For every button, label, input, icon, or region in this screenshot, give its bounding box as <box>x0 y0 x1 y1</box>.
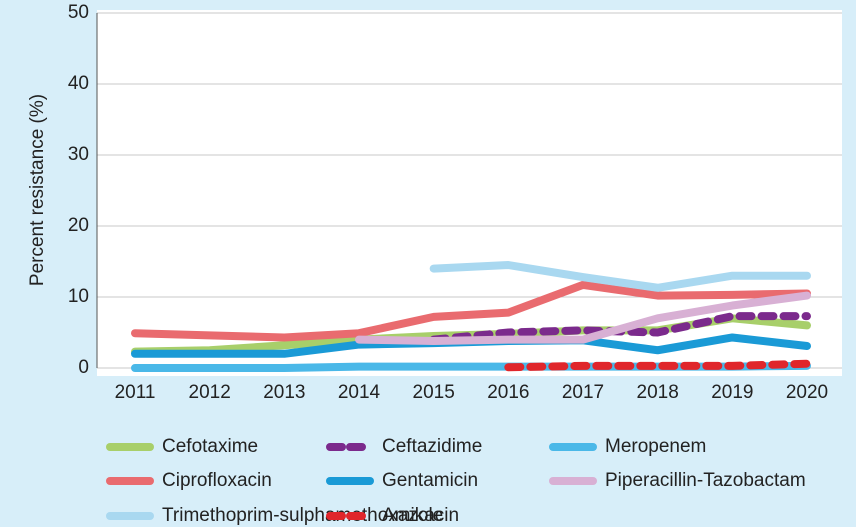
y-tick-label: 10 <box>68 286 89 307</box>
legend-label: Ceftazidime <box>382 436 482 457</box>
y-tick-label: 20 <box>68 215 89 236</box>
x-tick-label: 2017 <box>562 382 604 403</box>
y-axis-label: Percent resistance (%) <box>27 94 48 286</box>
x-tick-label: 2014 <box>338 382 381 403</box>
y-tick-label: 30 <box>68 144 89 165</box>
x-tick-label: 2013 <box>263 382 305 403</box>
series-line <box>131 280 811 342</box>
series-line <box>355 291 811 346</box>
x-tick-label: 2018 <box>637 382 679 403</box>
x-tick-label: 2020 <box>786 382 828 403</box>
legend-label: Piperacillin-Tazobactam <box>605 470 806 491</box>
x-tick-label: 2019 <box>711 382 753 403</box>
y-tick-label: 40 <box>68 73 89 94</box>
legend-label: Ciprofloxacin <box>162 470 272 491</box>
y-tick-label: 0 <box>78 357 89 378</box>
x-tick-label: 2015 <box>413 382 455 403</box>
legend-label: Trimethoprim-sulphamethoxazole <box>162 505 443 526</box>
x-tick-label: 2011 <box>115 382 156 403</box>
legend-label: Gentamicin <box>382 470 478 491</box>
series-line <box>504 359 811 372</box>
legend-label: Amikacin <box>382 505 459 526</box>
legend-label: Meropenem <box>605 436 706 457</box>
y-tick-label: 50 <box>68 2 89 23</box>
legend-label: Cefotaxime <box>162 436 258 457</box>
x-tick-label: 2012 <box>189 382 231 403</box>
series-line <box>429 261 811 292</box>
x-tick-label: 2016 <box>487 382 529 403</box>
